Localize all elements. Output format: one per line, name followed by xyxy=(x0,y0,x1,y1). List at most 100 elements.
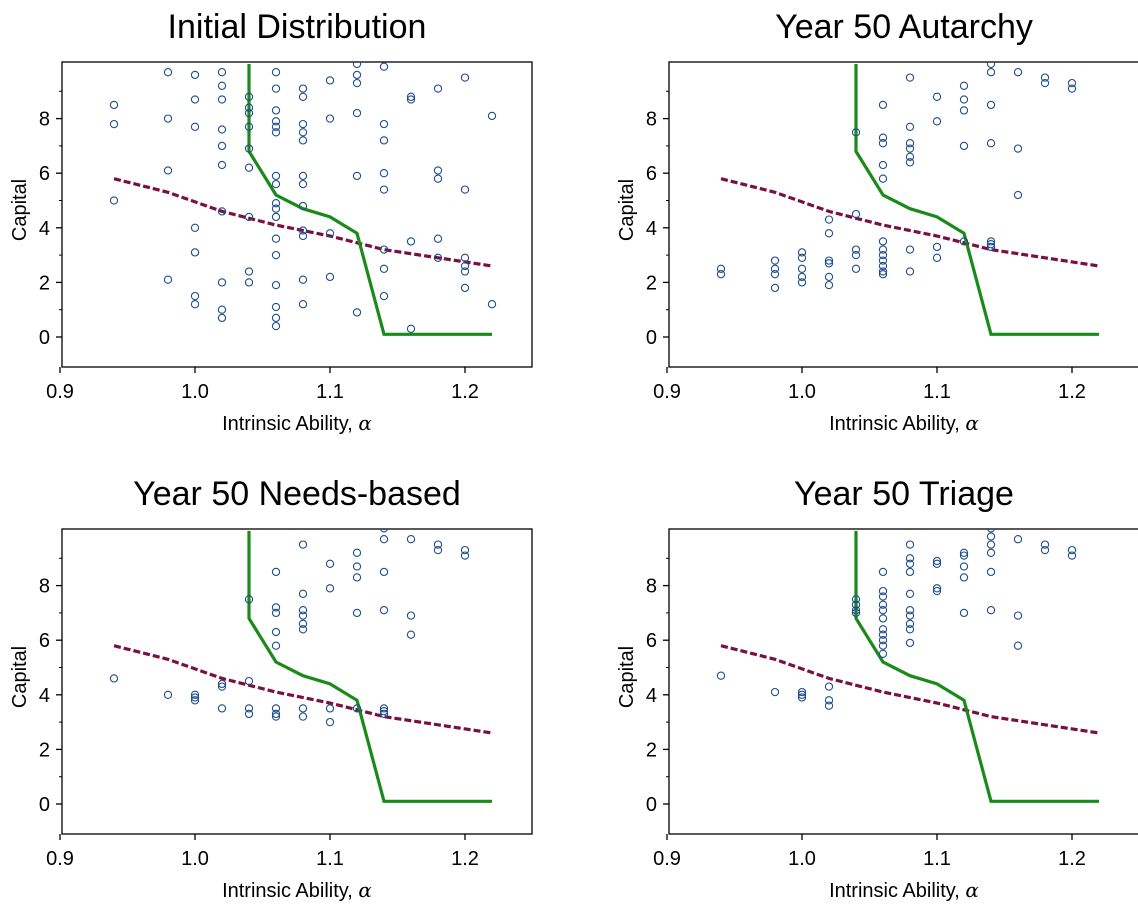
data-point xyxy=(271,712,281,721)
plot-area: 0 2 4 6 8 0.9 1.0 1.1 1.2 xyxy=(39,61,533,403)
data-point xyxy=(163,166,173,175)
y-tick-label: 8 xyxy=(646,576,657,598)
data-point xyxy=(406,92,416,101)
data-point xyxy=(959,548,969,557)
data-point xyxy=(905,625,915,634)
data-point xyxy=(1013,190,1023,200)
y-tick-label: 2 xyxy=(646,272,657,294)
series-layer xyxy=(109,529,493,803)
dashed-threshold-line xyxy=(113,177,493,268)
data-point xyxy=(271,567,281,577)
data-point xyxy=(379,709,389,719)
data-point xyxy=(851,245,861,254)
data-point xyxy=(352,608,362,618)
data-point xyxy=(244,212,254,222)
data-point xyxy=(271,212,281,222)
data-point xyxy=(824,215,834,224)
data-point xyxy=(298,619,308,628)
data-point xyxy=(905,122,915,131)
axes-frame xyxy=(668,528,1138,835)
data-point xyxy=(190,248,200,257)
data-point xyxy=(986,529,996,533)
data-point xyxy=(271,199,281,208)
x-axis-label-text: Intrinsic Ability, xyxy=(222,413,358,435)
data-point xyxy=(824,259,834,268)
data-point xyxy=(406,237,416,246)
data-point xyxy=(271,234,281,243)
data-point xyxy=(851,264,861,273)
y-tick-label: 6 xyxy=(646,163,657,185)
data-point xyxy=(905,245,915,254)
data-point xyxy=(1040,78,1050,88)
data-point xyxy=(878,245,888,254)
data-point xyxy=(379,704,389,713)
x-tick-label: 1.1 xyxy=(923,848,951,870)
data-point xyxy=(325,76,335,85)
data-point xyxy=(190,291,200,301)
data-point xyxy=(298,84,308,93)
data-point xyxy=(298,119,308,129)
data-point xyxy=(851,606,861,615)
data-point xyxy=(433,234,443,243)
data-point xyxy=(163,690,173,699)
data-point xyxy=(905,619,915,628)
data-point xyxy=(298,589,308,598)
data-point xyxy=(271,122,281,131)
data-point xyxy=(905,559,915,568)
data-point xyxy=(932,556,942,566)
data-point xyxy=(986,540,996,549)
data-point xyxy=(851,250,861,260)
data-point xyxy=(190,70,200,80)
data-point xyxy=(851,608,861,618)
data-point xyxy=(244,122,254,131)
data-point xyxy=(244,278,254,287)
data-point xyxy=(1040,73,1050,82)
data-point xyxy=(109,100,119,110)
data-point xyxy=(352,171,362,181)
solid-threshold-line xyxy=(854,531,1099,803)
data-point xyxy=(433,174,443,183)
data-point xyxy=(298,136,308,145)
data-point xyxy=(325,229,335,238)
data-point xyxy=(1013,611,1023,620)
data-point xyxy=(824,272,834,282)
data-point xyxy=(905,606,915,615)
x-tick-label: 1.0 xyxy=(181,381,209,403)
data-point xyxy=(298,92,308,101)
data-point xyxy=(379,136,389,145)
data-point xyxy=(325,704,335,713)
solid-threshold-line xyxy=(247,531,492,803)
data-point xyxy=(905,139,915,148)
x-tick-label: 1.2 xyxy=(451,381,479,403)
x-tick-label: 1.1 xyxy=(316,381,344,403)
data-point xyxy=(905,567,915,577)
data-point xyxy=(797,693,807,702)
data-point xyxy=(271,704,281,713)
data-point xyxy=(352,573,362,582)
data-point xyxy=(217,125,227,134)
data-point xyxy=(298,226,308,235)
data-point xyxy=(271,171,281,181)
data-point xyxy=(851,600,861,609)
data-point xyxy=(905,638,915,648)
data-point xyxy=(298,179,308,189)
data-point xyxy=(460,253,470,262)
data-point xyxy=(406,535,416,544)
data-point xyxy=(986,532,996,541)
data-point xyxy=(271,709,281,719)
data-point xyxy=(716,270,726,279)
x-axis-label: Intrinsic Ability, α xyxy=(829,878,979,902)
x-tick-label: 1.1 xyxy=(316,848,344,870)
data-point xyxy=(824,229,834,238)
data-point xyxy=(959,237,969,246)
data-point xyxy=(271,117,281,126)
data-point xyxy=(797,690,807,699)
panel-triage: Year 50 Triage 0 2 4 6 8 0.9 1.0 1.1 1.2 Intrins… xyxy=(616,475,1138,902)
axes-frame xyxy=(61,528,533,835)
y-tick-label: 2 xyxy=(39,272,50,294)
panel-autarchy: Year 50 Autarchy 0 2 4 6 8 0.9 1.0 1.1 1.2 Intri… xyxy=(616,8,1138,435)
data-point xyxy=(352,62,362,69)
x-tick-label: 1.0 xyxy=(788,381,816,403)
data-point xyxy=(352,548,362,557)
data-point xyxy=(959,608,969,618)
